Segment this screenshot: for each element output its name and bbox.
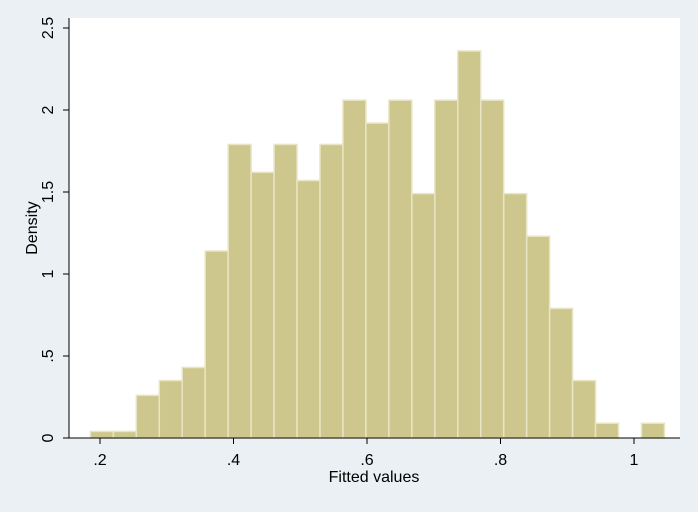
histogram-bar <box>89 430 115 439</box>
y-tick-label: 0 <box>40 433 57 442</box>
histogram-bar <box>273 143 298 439</box>
y-tick-label: 2.5 <box>40 17 57 39</box>
histogram-bar <box>342 99 367 439</box>
x-tick-label: .4 <box>227 452 240 469</box>
histogram-bar <box>296 179 321 439</box>
x-tick-label: 1 <box>630 452 639 469</box>
histogram-bar <box>250 171 275 439</box>
x-tick-label: .2 <box>93 452 106 469</box>
y-axis-label: Density <box>24 201 41 254</box>
histogram-bar <box>525 235 551 439</box>
histogram-bar <box>388 99 413 439</box>
histogram-bar <box>640 422 666 439</box>
histogram-bar <box>158 379 183 439</box>
histogram-bar <box>204 250 229 439</box>
x-tick-label: .8 <box>494 452 507 469</box>
histogram-bar <box>457 50 482 439</box>
y-tick-label: 1 <box>40 269 57 278</box>
x-axis-label: Fitted values <box>329 469 420 486</box>
histogram-bar <box>319 143 344 439</box>
histogram-bar <box>135 394 161 439</box>
x-tick-label: .6 <box>360 452 373 469</box>
histogram-bar <box>548 307 574 439</box>
y-ticks-group: 0 .5 1 1.5 2 2.5 <box>40 17 69 442</box>
histogram-bar <box>227 143 252 439</box>
y-tick-label: 2 <box>40 105 57 114</box>
histogram-bar <box>181 366 206 439</box>
x-ticks-group: .2 .4 .6 .8 1 <box>93 438 639 469</box>
bars-group <box>89 50 666 439</box>
histogram-bar <box>502 192 528 439</box>
histogram-bar <box>479 99 505 439</box>
histogram-bar <box>571 379 597 439</box>
histogram-bar <box>594 422 620 439</box>
y-tick-label: 1.5 <box>40 181 57 203</box>
histogram-bar <box>112 430 138 439</box>
y-tick-label: .5 <box>40 349 57 362</box>
histogram-bar <box>411 192 436 439</box>
histogram-bar <box>434 99 459 439</box>
histogram-bar <box>365 122 390 439</box>
